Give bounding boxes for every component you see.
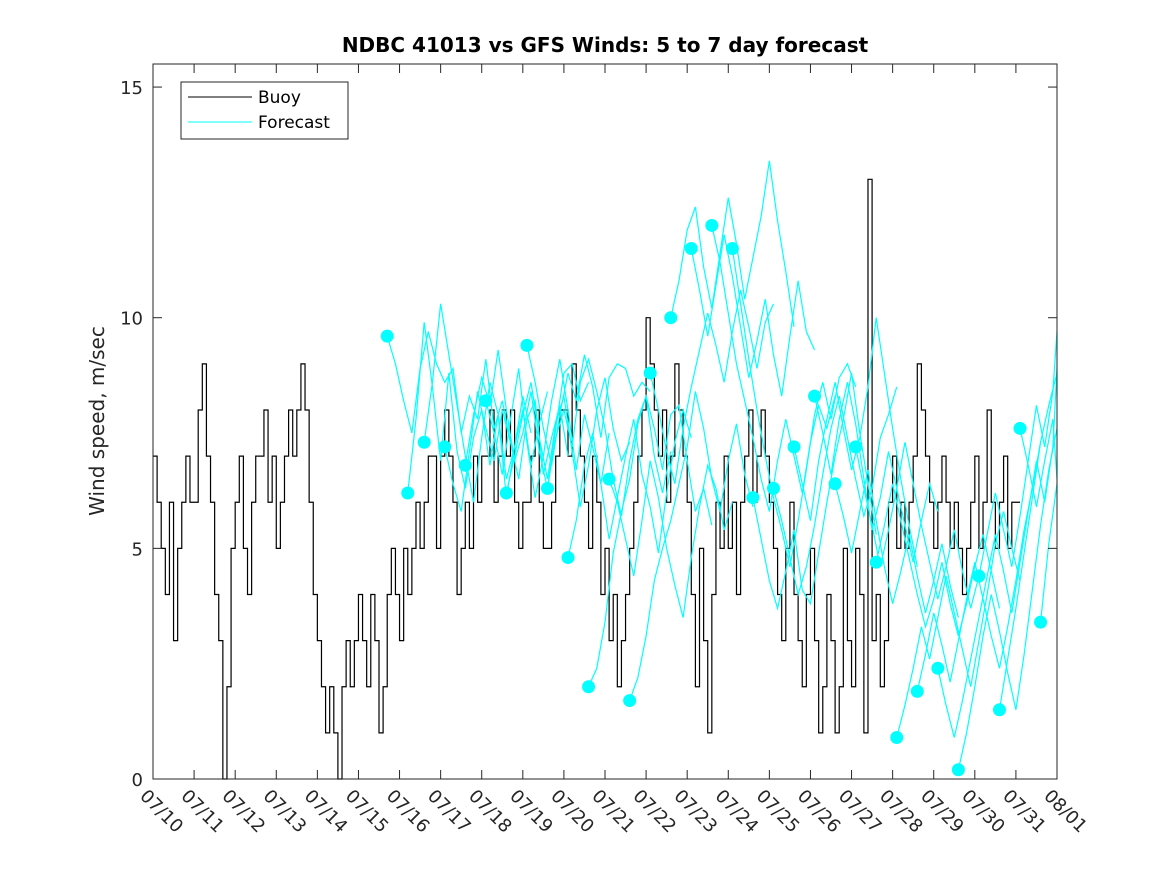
forecast-start-point: [766, 481, 780, 495]
y-axis: 0 5 10 15: [120, 78, 1057, 791]
forecast-start-point: [931, 661, 945, 675]
plot-area: [152, 63, 1058, 780]
y-tick-label: 10: [120, 309, 143, 330]
forecast-start-point: [890, 730, 904, 744]
forecast-line: [896, 511, 1021, 738]
x-tick-label: 07/10: [135, 786, 187, 838]
forecast-start-point: [380, 329, 394, 343]
legend-forecast-label: Forecast: [258, 113, 330, 133]
y-tick-label: 0: [132, 770, 143, 791]
x-tick-label: 07/20: [546, 786, 598, 838]
buoy-series: [153, 178, 1021, 780]
x-tick-label: 07/13: [259, 786, 311, 838]
forecast-start-point: [540, 481, 554, 495]
forecast-start-markers: [380, 218, 1048, 777]
forecast-line: [1019, 419, 1058, 507]
x-tick-label: 07/24: [711, 786, 763, 838]
x-tick-label: 07/11: [177, 786, 229, 838]
x-tick-label: 07/26: [793, 786, 845, 838]
forecast-line: [752, 372, 877, 611]
x-tick-label: 08/01: [1039, 786, 1091, 838]
legend-box: [180, 81, 349, 140]
forecast-start-point: [417, 435, 431, 449]
forecast-start-point: [828, 477, 842, 491]
forecast-line: [546, 357, 672, 517]
forecast-start-point: [1013, 421, 1027, 435]
legend: Buoy Forecast: [180, 81, 349, 140]
forecast-start-point: [582, 680, 596, 694]
forecast-start-point: [684, 242, 698, 256]
forecast-start-point: [705, 218, 719, 232]
y-tick-label: 15: [120, 78, 143, 99]
x-tick-label: 07/31: [998, 786, 1050, 838]
forecast-start-point: [479, 394, 493, 408]
x-tick-label: 07/14: [300, 786, 352, 838]
y-axis-label: Wind speed, m/sec: [85, 326, 109, 516]
forecast-start-point: [561, 551, 575, 565]
forecast-start-point: [910, 684, 924, 698]
forecast-start-point: [458, 458, 472, 472]
forecast-line: [978, 331, 1058, 577]
forecast-line: [444, 391, 569, 512]
chart-title: NDBC 41013 vs GFS Winds: 5 to 7 day fore…: [342, 33, 869, 57]
forecast-start-point: [808, 389, 822, 403]
forecast-start-point: [992, 703, 1006, 717]
forecast-line: [464, 349, 590, 489]
forecast-line: [813, 382, 939, 563]
x-tick-label: 07/25: [752, 786, 804, 838]
forecast-start-point: [972, 569, 986, 583]
forecast-line: [670, 160, 795, 328]
forecast-line: [526, 345, 651, 466]
x-tick-label: 07/17: [423, 786, 475, 838]
forecast-line: [629, 391, 754, 701]
forecast-line: [1039, 483, 1058, 623]
forecast-start-point: [520, 338, 534, 352]
forecast-line: [505, 377, 631, 507]
forecast-start-point: [787, 440, 801, 454]
x-tick-label: 07/12: [218, 786, 270, 838]
x-tick-label: 07/27: [834, 786, 886, 838]
forecast-series: [386, 160, 1058, 770]
forecast-line: [793, 317, 918, 567]
forecast-start-point: [623, 694, 637, 708]
x-tick-label: 07/16: [382, 786, 434, 838]
forecast-start-point: [499, 486, 513, 500]
forecast-line: [485, 359, 610, 498]
x-tick-label: 07/30: [957, 786, 1009, 838]
plot-background: [153, 64, 1057, 779]
buoy-line: [153, 178, 1021, 780]
forecast-start-point: [643, 366, 657, 380]
forecast-line: [588, 393, 713, 687]
x-tick-label: 07/23: [670, 786, 722, 838]
forecast-start-point: [602, 472, 616, 486]
forecast-start-point: [725, 242, 739, 256]
forecast-line: [690, 234, 816, 397]
forecast-start-point: [401, 486, 415, 500]
forecast-start-point: [869, 555, 883, 569]
forecast-line: [834, 469, 959, 618]
forecast-line: [649, 289, 775, 484]
x-tick-label: 07/28: [875, 786, 927, 838]
forecast-start-point: [1034, 615, 1048, 629]
forecast-line: [875, 483, 1001, 637]
forecast-start-point: [664, 311, 678, 325]
forecast-line: [731, 248, 857, 567]
y-tick-label: 5: [132, 539, 143, 560]
x-tick-label: 07/18: [464, 786, 516, 838]
legend-buoy-label: Buoy: [258, 88, 301, 108]
forecast-start-point: [849, 440, 863, 454]
forecast-start-point: [438, 440, 452, 454]
x-tick-label: 07/29: [916, 786, 968, 838]
forecast-line: [957, 428, 1058, 770]
forecast-start-point: [951, 763, 965, 777]
x-tick-label: 07/15: [341, 786, 393, 838]
forecast-start-point: [746, 491, 760, 505]
x-tick-label: 07/22: [629, 786, 681, 838]
forecast-line: [998, 372, 1058, 710]
x-tick-label: 07/21: [587, 786, 639, 838]
x-tick-label: 07/19: [505, 786, 557, 838]
forecast-line: [855, 442, 980, 609]
forecast-line: [772, 386, 898, 597]
